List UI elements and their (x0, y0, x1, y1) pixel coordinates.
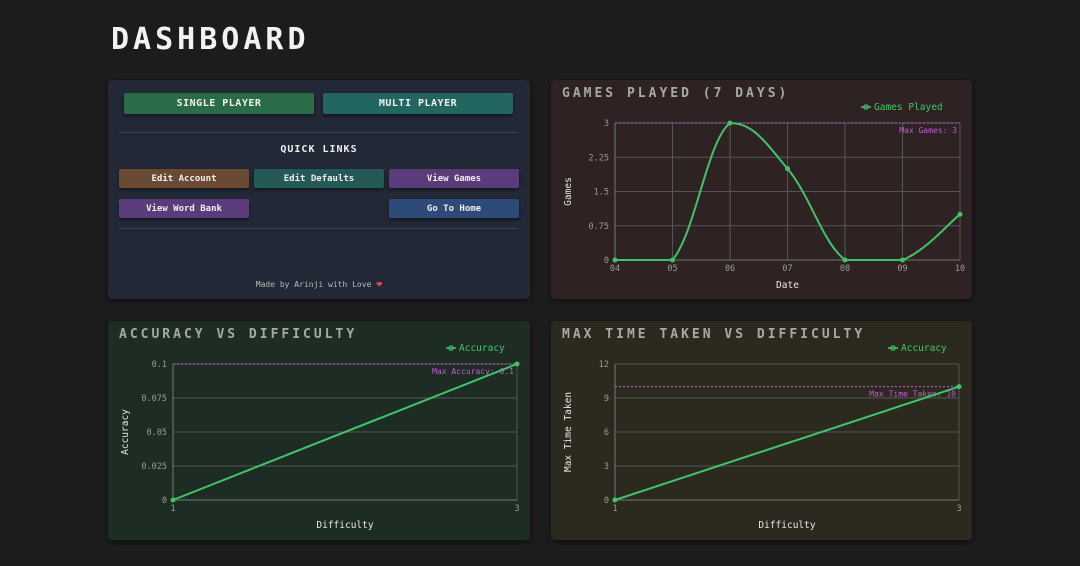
menu-divider (119, 132, 518, 133)
x-tick-label: 06 (725, 264, 735, 274)
y-tick-label: 3 (604, 119, 609, 129)
x-tick-label: 10 (955, 264, 965, 274)
single-player-button[interactable]: SINGLE PLAYER (124, 93, 314, 114)
data-point (514, 361, 520, 367)
quick-links-title: QUICK LINKS (280, 144, 358, 155)
go-to-home-button[interactable]: Go To Home (389, 199, 519, 218)
games-played-panel: GAMES PLAYED (7 DAYS) 0 0.75 1.5 2.25 3 04 05 0… (551, 80, 972, 299)
legend-swatch-point (890, 345, 896, 351)
x-axis-label: Date (776, 280, 799, 291)
y-tick-label: 0.1 (152, 360, 167, 370)
x-tick-label: 3 (514, 504, 519, 514)
heart-icon: ❤ (376, 279, 383, 290)
data-point (900, 257, 905, 263)
y-tick-label: 6 (604, 428, 609, 438)
y-tick-label: 3 (604, 462, 609, 472)
accuracy-chart: 0 0.025 0.05 0.075 0.1 1 3 Max Accuracy: 0.1 Dif… (120, 343, 520, 531)
series-line (614, 385, 960, 501)
y-tick-label: 0.075 (141, 394, 167, 404)
data-point (612, 497, 618, 503)
y-tick-label: 0.05 (147, 428, 167, 438)
x-axis-label: Difficulty (758, 520, 815, 531)
footer-text: Made by Arinji with Love (255, 280, 372, 289)
data-point (170, 497, 176, 503)
x-tick-label: 08 (840, 264, 850, 274)
max-reference-label: Max Games: 3 (899, 126, 957, 135)
x-tick-label: 07 (782, 264, 792, 274)
x-tick-label: 3 (956, 504, 961, 514)
chart-title: ACCURACY VS DIFFICULTY (119, 327, 358, 342)
y-axis-label: Accuracy (120, 409, 131, 455)
y-tick-label: 0 (604, 496, 609, 506)
data-point (727, 120, 733, 126)
x-tick-label: 04 (610, 264, 620, 274)
menu-panel: SINGLE PLAYER MULTI PLAYER QUICK LINKS E… (108, 80, 530, 299)
y-axis-label: Games (563, 177, 574, 206)
view-games-button[interactable]: View Games (389, 169, 519, 188)
data-point (956, 384, 962, 390)
y-tick-label: 9 (604, 394, 609, 404)
legend-label: Games Played (874, 102, 943, 113)
y-tick-label: 12 (599, 360, 609, 370)
y-tick-label: 0.025 (141, 462, 167, 472)
data-point (842, 257, 848, 263)
footer: Made by Arinji with Love ❤ (108, 279, 530, 290)
x-tick-label: 05 (667, 264, 677, 274)
data-point (612, 257, 618, 263)
data-point (785, 166, 790, 172)
chart-title: MAX TIME TAKEN VS DIFFICULTY (562, 327, 866, 342)
max-reference-label: Max Accuracy: 0.1 (432, 367, 514, 376)
y-tick-label: 0 (604, 256, 609, 266)
y-tick-label: 0.75 (589, 222, 609, 232)
x-tick-label: 09 (897, 264, 907, 274)
view-word-bank-button[interactable]: View Word Bank (119, 199, 249, 218)
page-title: DASHBOARD (111, 22, 310, 57)
y-tick-label: 1.5 (594, 188, 609, 198)
data-point (957, 211, 963, 217)
x-tick-label: 1 (170, 504, 175, 514)
menu-divider-bottom (119, 228, 518, 229)
edit-defaults-button[interactable]: Edit Defaults (254, 169, 384, 188)
legend-swatch-point (448, 345, 454, 351)
legend-label: Accuracy (901, 343, 947, 354)
accuracy-panel: ACCURACY VS DIFFICULTY 0 0.025 0.05 0.075 0.… (108, 321, 530, 540)
legend-swatch-point (863, 104, 869, 110)
data-point (670, 257, 675, 263)
x-tick-label: 1 (612, 504, 617, 514)
y-tick-label: 0 (162, 496, 167, 506)
games-played-chart: 0 0.75 1.5 2.25 3 04 05 06 07 08 09 10 Max Games: 3 D… (563, 102, 965, 291)
legend-label: Accuracy (459, 343, 505, 354)
series-line (172, 363, 518, 501)
edit-account-button[interactable]: Edit Account (119, 169, 249, 188)
y-axis-label: Max Time Taken (563, 392, 574, 472)
multi-player-button[interactable]: MULTI PLAYER (323, 93, 513, 114)
max-time-chart: 0 3 6 9 12 1 3 Max Time Taken: 10 Difficulty Max … (563, 343, 962, 531)
chart-title: GAMES PLAYED (7 DAYS) (562, 86, 790, 101)
max-time-panel: MAX TIME TAKEN VS DIFFICULTY 0 3 6 9 12 1 3 Max… (551, 321, 972, 540)
x-axis-label: Difficulty (316, 520, 373, 531)
y-tick-label: 2.25 (589, 153, 609, 163)
max-reference-label: Max Time Taken: 10 (869, 390, 956, 399)
